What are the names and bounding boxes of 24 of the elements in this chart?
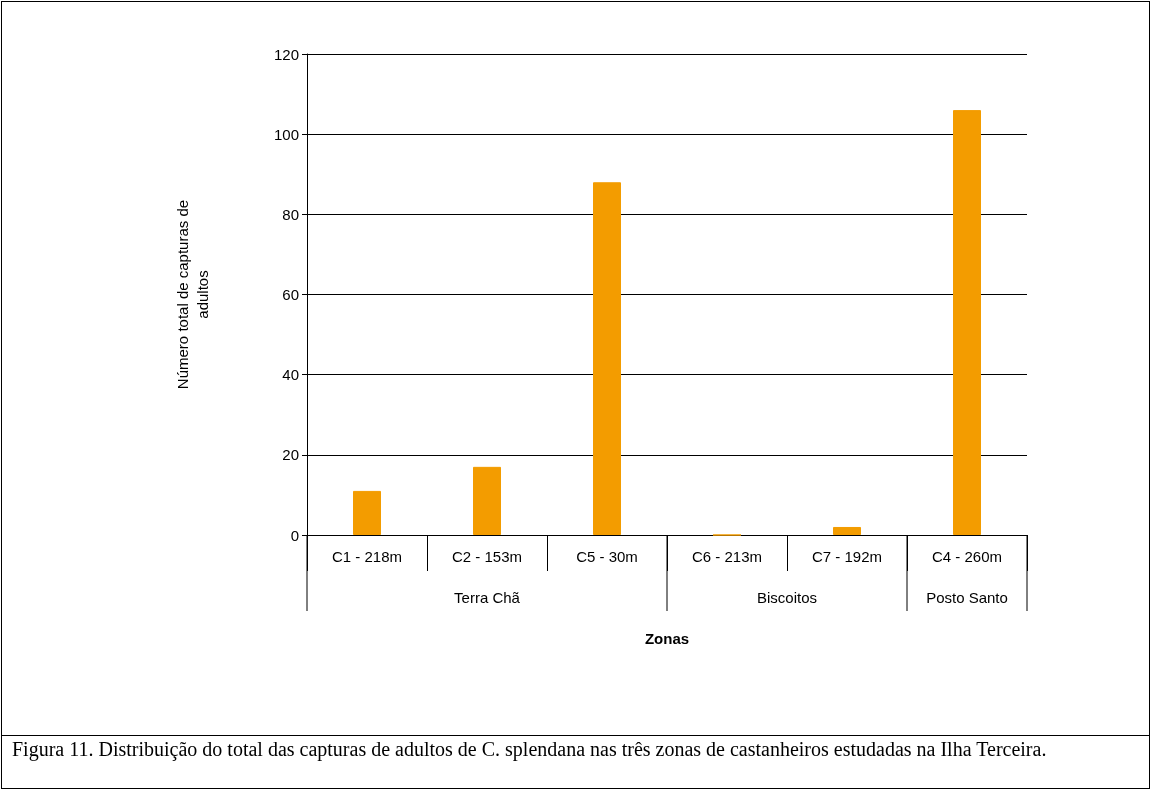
- bar: [353, 490, 381, 535]
- x-tick-label: C7 - 192m: [811, 548, 883, 565]
- y-axis-title: Número total de capturas de adultos: [173, 199, 211, 390]
- bar: [953, 110, 981, 535]
- y-tick-label: 40: [282, 366, 299, 384]
- y-tick-label: 20: [282, 446, 299, 464]
- text: Terra Chã: [454, 588, 521, 606]
- text: Posto Santo: [926, 588, 1008, 606]
- x-tick-label: C1 - 218m: [331, 548, 403, 565]
- y-tick-label: 120: [273, 45, 299, 63]
- y-tick-label: 100: [273, 125, 299, 143]
- y-tick-label: 80: [282, 205, 299, 223]
- y-tick-label: 60: [282, 286, 299, 303]
- x-axis-title: Zonas: [644, 630, 690, 647]
- text: Biscoitos: [756, 588, 818, 606]
- y-tick-label: 0: [290, 526, 299, 544]
- bar: [593, 182, 621, 535]
- bar: [473, 466, 501, 535]
- x-tick-label: C6 - 213m: [691, 548, 763, 565]
- x-tick-label: C4 - 260m: [931, 548, 1003, 565]
- x-tick-label: C5 - 30m: [576, 548, 638, 565]
- bar: [833, 526, 861, 535]
- x-tick-label: C2 - 153m: [451, 548, 523, 565]
- text: Figura 11. Distribuição do total das capturas de adultos de C. splendana nas três zonas de castanheiros estudadas na Ilha Terceira.: [1, 736, 1150, 789]
